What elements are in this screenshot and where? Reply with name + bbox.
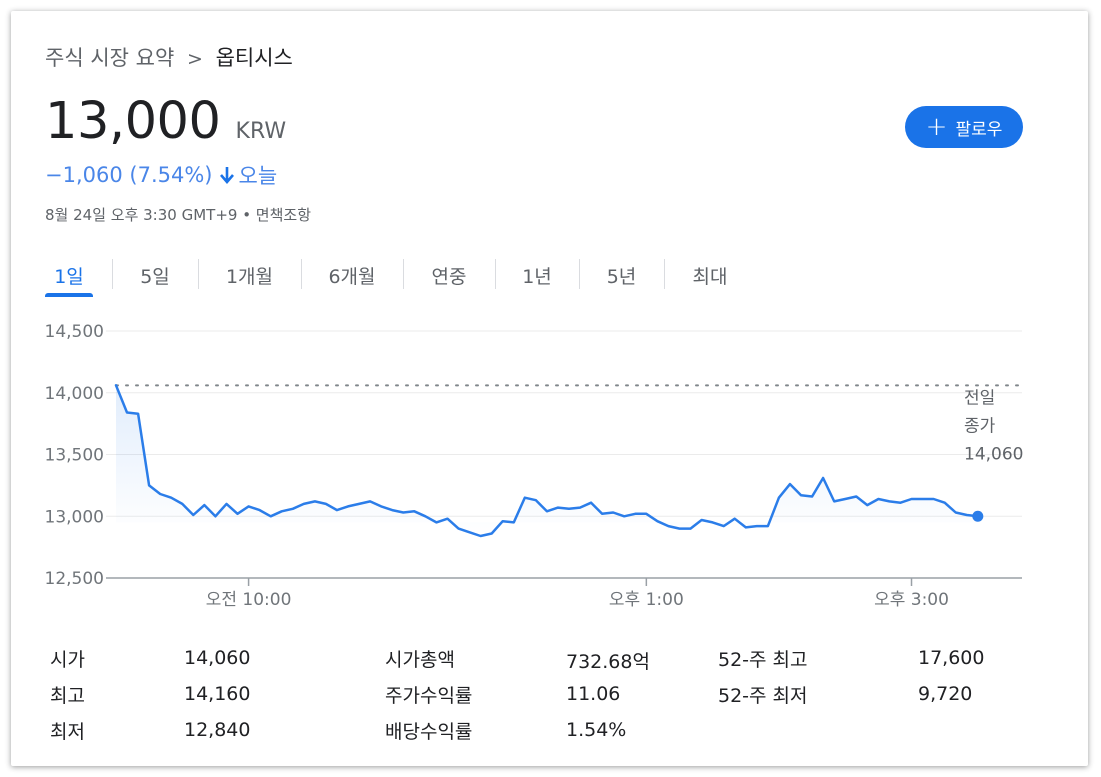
stat-label-52w-low: 52-주 최저 bbox=[718, 685, 808, 707]
stat-label-low: 최저 bbox=[50, 721, 85, 743]
stat-label-open: 시가 bbox=[50, 649, 85, 671]
price-series-line bbox=[114, 384, 980, 538]
stat-label-dividend-yield: 배당수익률 bbox=[385, 721, 473, 743]
tab-1-day[interactable]: 1일 bbox=[45, 255, 93, 297]
x-tick-label: 오전 10:00 bbox=[206, 590, 292, 610]
stat-value-market-cap: 732.68억 bbox=[566, 651, 650, 673]
breadcrumb-parent-link[interactable]: 주식 시장 요약 bbox=[45, 46, 175, 70]
breadcrumb-separator: > bbox=[186, 48, 203, 70]
breadcrumb: 주식 시장 요약 > 옵티시스 bbox=[45, 42, 293, 72]
currency-label: KRW bbox=[235, 119, 287, 144]
tab-1-year[interactable]: 1년 bbox=[495, 255, 579, 295]
stat-value-pe-ratio: 11.06 bbox=[566, 683, 621, 705]
tab-1-month[interactable]: 1개월 bbox=[198, 255, 301, 295]
plus-icon: + bbox=[925, 112, 948, 142]
previous-close-label: 14,060 bbox=[964, 444, 1023, 464]
stat-value-low: 12,840 bbox=[184, 719, 251, 741]
y-tick-label: 14,500 bbox=[45, 322, 104, 342]
price-row: 13,000 KRW bbox=[45, 92, 286, 151]
stat-label-52w-high: 52-주 최고 bbox=[718, 649, 808, 671]
x-tick-label: 오후 1:00 bbox=[609, 590, 684, 610]
x-tick-label: 오후 3:00 bbox=[874, 590, 949, 610]
stat-value-high: 14,160 bbox=[184, 683, 251, 705]
tab-6-month[interactable]: 6개월 bbox=[301, 255, 403, 295]
stat-value-52w-high: 17,600 bbox=[918, 647, 985, 669]
tab-max[interactable]: 최대 bbox=[664, 255, 756, 295]
y-tick-label: 13,500 bbox=[45, 446, 104, 466]
y-tick-label: 12,500 bbox=[45, 569, 104, 589]
y-tick-label: 13,000 bbox=[45, 507, 104, 527]
previous-close-label: 전일 bbox=[964, 388, 995, 408]
price-change: −1,060 (7.54%) 오늘 bbox=[45, 160, 277, 190]
price-area-fill bbox=[116, 385, 978, 537]
last-price-dot bbox=[972, 510, 984, 522]
tab-5-year[interactable]: 5년 bbox=[579, 255, 664, 295]
stock-price: 13,000 bbox=[45, 92, 221, 151]
breadcrumb-current: 옵티시스 bbox=[215, 46, 293, 70]
time-range-tabs: 1일 5일 1개월 6개월 연중 1년 5년 최대 bbox=[45, 255, 756, 297]
stat-value-dividend-yield: 1.54% bbox=[566, 719, 627, 741]
stat-value-open: 14,060 bbox=[184, 647, 251, 669]
price-chart[interactable]: 14,500 14,000 13,500 13,000 12,500 오전 10:00 오후… bbox=[0, 310, 1101, 620]
stat-value-52w-low: 9,720 bbox=[918, 683, 973, 705]
stat-label-pe-ratio: 주가수익률 bbox=[385, 685, 473, 707]
tab-spacer bbox=[93, 255, 112, 295]
previous-close-label: 종가 bbox=[964, 416, 996, 436]
arrow-down-icon bbox=[219, 166, 235, 184]
stat-label-high: 최고 bbox=[50, 685, 85, 707]
tab-5-day[interactable]: 5일 bbox=[112, 255, 198, 295]
y-tick-label: 14,000 bbox=[45, 384, 104, 404]
follow-button[interactable]: + 팔로우 bbox=[905, 106, 1023, 148]
stat-label-market-cap: 시가총액 bbox=[385, 649, 455, 671]
change-value: −1,060 (7.54%) bbox=[45, 163, 213, 187]
change-period: 오늘 bbox=[238, 164, 278, 188]
quote-timestamp: 8월 24일 오후 3:30 GMT+9 • 면책조항 bbox=[45, 206, 312, 224]
follow-button-label: 팔로우 bbox=[955, 119, 1003, 140]
tab-ytd[interactable]: 연중 bbox=[403, 255, 495, 295]
